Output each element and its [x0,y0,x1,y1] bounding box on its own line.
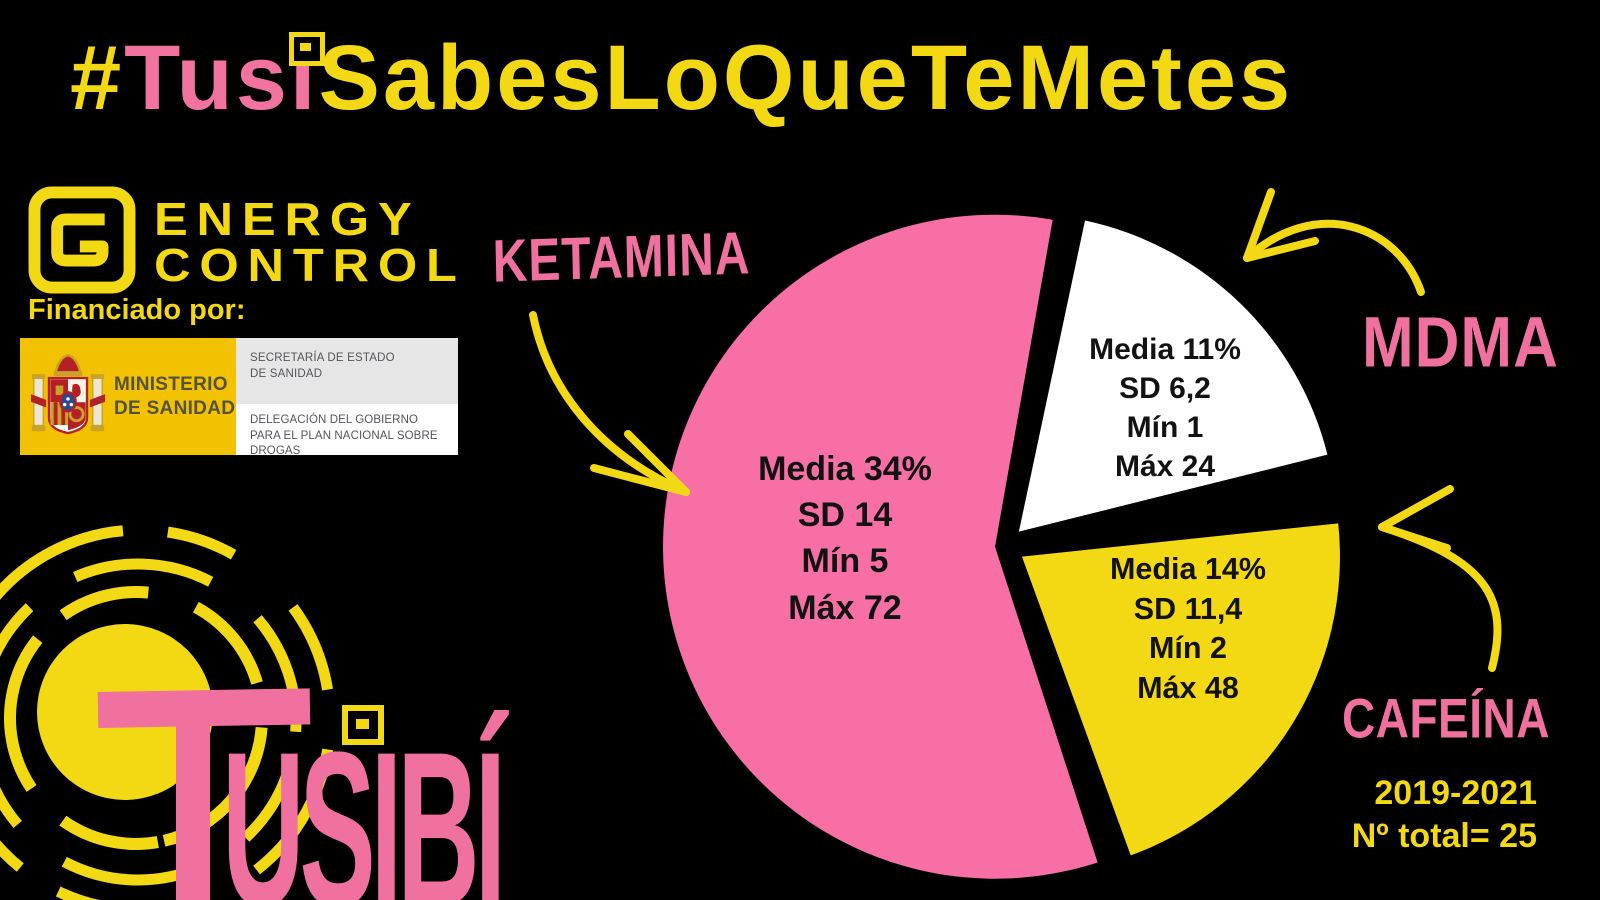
title-hash: # [70,27,125,129]
pie-slice-stats-mdma: Media 11% SD 6,2 Mín 1 Máx 24 [1020,330,1310,486]
stat-line: Máx 72 [788,588,902,627]
tusibi-letter-t [97,688,311,900]
stat-line: Media 11% [1089,333,1241,366]
stat-line: SD 14 [797,496,893,535]
spiral-rings-icon [0,524,336,900]
title-rest: SabesLoQueTeMetes [318,27,1294,129]
delegacion-line2: PARA EL PLAN NACIONAL SOBRE DROGAS [250,429,438,458]
stat-line: Mín 2 [1149,631,1227,666]
label-ketamina: KETAMINA [492,220,752,296]
chart-footnote: 2019-2021 Nº total= 25 [1352,772,1537,857]
stat-line: Mín 1 [1126,411,1204,444]
ec-wordmark-line2: CONTROL [154,239,466,291]
ec-wordmark-line1: ENERGY [154,193,421,245]
ec-square-core [300,43,311,51]
stat-line: SD 11,4 [1133,591,1243,626]
ketamina-arrow-icon [529,311,690,496]
title-highlight: Tusi [124,27,319,129]
energy-control-logo: ENERGY CONTROL [28,186,457,294]
stat-line: Mín 5 [801,542,889,581]
delegacion-line1: DELEGACIÓN DEL GOBIERNO [250,414,419,426]
secretaria-line2: DE SANIDAD [250,367,323,380]
total-label: Nº total= 25 [1351,816,1537,855]
delegacion-gobierno-panel: DELEGACIÓN DEL GOBIERNO PARA EL PLAN NAC… [236,404,458,457]
pie-slice-cafeina [1021,523,1340,856]
ec-square-icon [289,32,325,66]
stat-line: Media 14% [1110,552,1266,586]
tusibi-letters: USIBÍ [222,707,509,900]
ministry-yellow-panel: MINISTERIO DE SANIDAD [20,338,236,455]
cafeina-arrow-icon [1378,485,1502,672]
pie-slice-stats-cafeina: Media 14% SD 11,4 Mín 2 Máx 48 [1040,550,1336,709]
pie-slice-stats-ketamina: Media 34% SD 14 Mín 5 Máx 72 [700,446,990,631]
mdma-arrow-icon [1243,188,1425,296]
pie-slice-mdma [1018,220,1328,532]
ministry-name: MINISTERIO DE SANIDAD [114,373,235,421]
pie-slice-ketamina [663,214,1098,879]
ministry-name-line2: DE SANIDAD [114,397,236,419]
stat-line: SD 6,2 [1119,372,1211,405]
ministry-name-line1: MINISTERIO [114,373,228,395]
spain-coat-of-arms-icon [30,353,106,434]
page-title: #TusiSabesLoQueTeMetes [70,26,1293,131]
period-label: 2019-2021 [1374,774,1537,812]
tusibi-ec-square-icon [342,705,384,745]
tusibi-logo: USIBÍ [0,524,514,900]
energy-control-icon [28,186,136,294]
ministry-logo-block: MINISTERIO DE SANIDAD SECRETARÍA DE ESTA… [20,338,458,457]
stat-line: Media 34% [758,450,932,488]
secretaria-line1: SECRETARÍA DE ESTADO [250,352,395,364]
ministry-departments: SECRETARÍA DE ESTADO DE SANIDAD DELEGACI… [236,338,458,457]
label-cafeina: CAFEÍNA [1342,687,1550,750]
label-mdma: MDMA [1362,303,1559,383]
funded-by-label: Financiado por: [28,294,246,326]
energy-control-wordmark: ENERGY CONTROL [154,196,466,288]
stat-line: Máx 48 [1137,670,1239,705]
secretaria-estado-panel: SECRETARÍA DE ESTADO DE SANIDAD [236,338,458,404]
stat-line: Máx 24 [1114,450,1216,483]
